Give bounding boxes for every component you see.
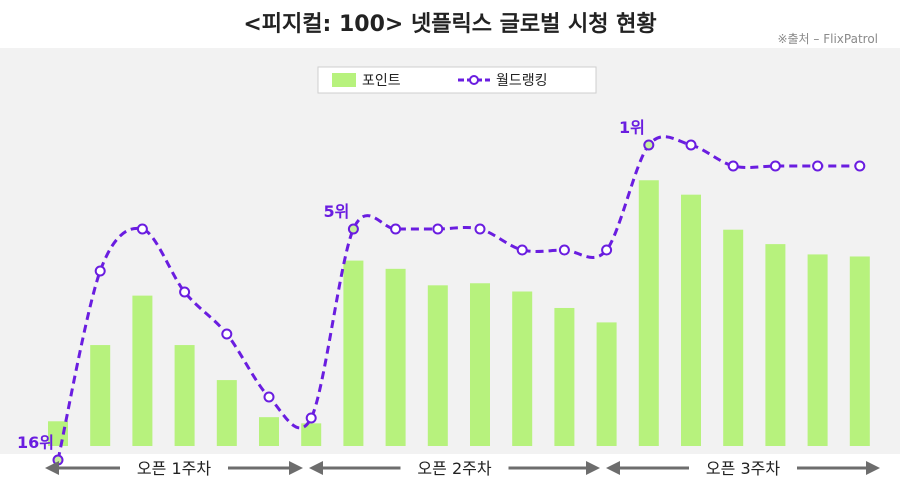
legend: 포인트 월드랭킹 xyxy=(317,66,597,94)
ranking-point-3 xyxy=(179,286,191,298)
line-layer xyxy=(52,135,866,466)
group-label-2: 오픈 3주차 xyxy=(706,459,780,478)
bar-3 xyxy=(174,345,195,446)
legend-box xyxy=(317,66,597,94)
bar-16 xyxy=(723,229,744,446)
week-groups: 오픈 1주차 오픈 2주차 오픈 3주차 xyxy=(45,459,880,478)
legend-line-marker xyxy=(469,75,479,85)
group-arrowhead-right-0 xyxy=(289,461,303,475)
bar-13 xyxy=(596,322,617,446)
bar-6 xyxy=(301,423,322,446)
ranking-point-10 xyxy=(474,223,486,235)
ranking-point-15 xyxy=(685,139,697,151)
ranking-point-8 xyxy=(390,223,402,235)
source-note: ※출처 – FlixPatrol xyxy=(777,32,878,46)
ranking-point-4 xyxy=(221,328,233,340)
ranking-point-2 xyxy=(136,223,148,235)
ranking-point-11 xyxy=(516,244,528,256)
bar-10 xyxy=(470,283,490,446)
bar-11 xyxy=(512,291,533,446)
group-label-1: 오픈 2주차 xyxy=(417,459,491,478)
bar-12 xyxy=(554,307,575,446)
bar-4 xyxy=(216,380,237,446)
bar-9 xyxy=(427,285,448,446)
bar-15 xyxy=(681,194,701,446)
bar-1 xyxy=(90,345,111,446)
ranking-point-6 xyxy=(305,412,317,424)
ranking-point-18 xyxy=(812,160,824,172)
ranking-point-16 xyxy=(727,160,739,172)
group-arrowhead-left-1 xyxy=(309,461,323,475)
ranking-point-13 xyxy=(601,244,613,256)
labels-layer: 16위 5위 1위 xyxy=(17,118,645,452)
group-arrowhead-right-1 xyxy=(586,461,600,475)
ranking-point-1 xyxy=(94,265,106,277)
group-label-0: 오픈 1주차 xyxy=(137,459,211,478)
legend-label-points: 포인트 xyxy=(362,73,401,89)
ranking-line xyxy=(56,135,860,461)
ranking-point-5 xyxy=(263,391,275,403)
rank-label-14: 1위 xyxy=(619,118,645,137)
chart-title: <피지컬: 100> 넷플릭스 글로벌 시청 현황 xyxy=(243,12,657,37)
bar-17 xyxy=(765,244,786,446)
chart-svg: 16위 5위 1위 포인트 월드랭킹 오픈 1주차 오픈 2주차 오픈 3주차 xyxy=(0,48,900,478)
ranking-point-14 xyxy=(643,139,655,151)
group-arrowhead-left-2 xyxy=(606,461,620,475)
ranking-point-17 xyxy=(769,160,781,172)
rank-label-0: 16위 xyxy=(17,433,54,452)
legend-bar-swatch xyxy=(332,73,356,87)
bar-18 xyxy=(807,254,828,446)
ranking-point-12 xyxy=(558,244,570,256)
bars-layer xyxy=(48,180,870,446)
group-arrowhead-left-0 xyxy=(45,461,59,475)
bar-8 xyxy=(385,268,406,446)
legend-label-ranking: 월드랭킹 xyxy=(496,73,548,89)
ranking-point-9 xyxy=(432,223,444,235)
chart-area: 16위 5위 1위 포인트 월드랭킹 오픈 1주차 오픈 2주차 오픈 3주차 xyxy=(0,48,900,500)
group-arrowhead-right-2 xyxy=(866,461,880,475)
bar-19 xyxy=(849,256,870,446)
ranking-point-7 xyxy=(347,223,359,235)
rank-label-7: 5위 xyxy=(324,202,350,221)
bar-5 xyxy=(259,417,279,446)
bar-7 xyxy=(343,260,364,446)
ranking-point-19 xyxy=(854,160,866,172)
bar-14 xyxy=(638,180,659,446)
bar-2 xyxy=(132,295,153,446)
